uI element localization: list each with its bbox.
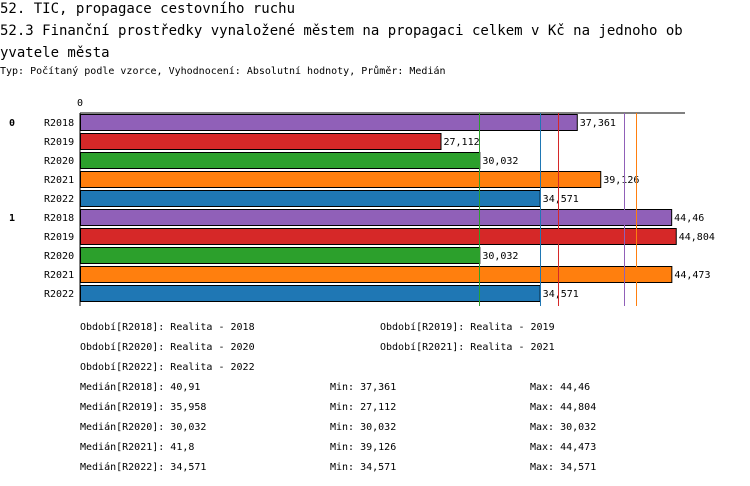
bar-g1-r2019 bbox=[80, 228, 677, 245]
bar-g0-r2022 bbox=[80, 190, 541, 207]
category-label-r2018: R2018 bbox=[44, 118, 74, 129]
value-label-g1-r2019: 44,804 bbox=[679, 232, 715, 243]
value-label-g1-r2021: 44,473 bbox=[674, 270, 710, 281]
chart-subtitle: Typ: Počítaný podle vzorce, Vyhodnocení:… bbox=[0, 66, 446, 77]
chart-title-line1: 52.3 Finanční prostředky vynaložené měst… bbox=[0, 23, 683, 39]
legend-period-r2019: Období[R2019]: Realita - 2019 bbox=[380, 322, 555, 333]
group-label-1: 1 bbox=[9, 213, 15, 224]
value-label-g0-r2021: 39,126 bbox=[603, 175, 639, 186]
legend-period-r2022: Období[R2022]: Realita - 2022 bbox=[80, 362, 255, 373]
page-title: 52. TIC, propagace cestovního ruchu bbox=[0, 1, 296, 17]
stat-max-r2019: Max: 44,804 bbox=[530, 402, 597, 413]
stat-median-r2018: Medián[R2018]: 40,91 bbox=[80, 382, 201, 393]
chart-title-line2: yvatele města bbox=[0, 45, 110, 61]
stat-max-r2022: Max: 34,571 bbox=[530, 462, 597, 473]
stat-median-r2020: Medián[R2020]: 30,032 bbox=[80, 422, 207, 433]
category-label-r2020: R2020 bbox=[44, 156, 74, 167]
stat-min-r2021: Min: 39,126 bbox=[330, 442, 397, 453]
category-label-r2020: R2020 bbox=[44, 251, 74, 262]
stat-max-r2018: Max: 44,46 bbox=[530, 382, 591, 393]
bar-g0-r2019 bbox=[80, 133, 442, 150]
value-label-g0-r2022: 34,571 bbox=[543, 194, 579, 205]
bar-g0-r2021 bbox=[80, 171, 602, 188]
bar-g0-r2020 bbox=[80, 152, 481, 169]
category-label-r2019: R2019 bbox=[44, 232, 74, 243]
value-label-g0-r2019: 27,112 bbox=[444, 137, 480, 148]
bar-g1-r2021 bbox=[80, 266, 673, 283]
bar-g1-r2020 bbox=[80, 247, 481, 264]
value-label-g1-r2018: 44,46 bbox=[674, 213, 704, 224]
bar-g1-r2018 bbox=[80, 209, 673, 226]
stat-median-r2019: Medián[R2019]: 35,958 bbox=[80, 402, 207, 413]
category-label-r2021: R2021 bbox=[44, 175, 74, 186]
group-label-0: 0 bbox=[9, 118, 15, 129]
category-label-r2021: R2021 bbox=[44, 270, 74, 281]
category-label-r2022: R2022 bbox=[44, 289, 74, 300]
value-label-g0-r2018: 37,361 bbox=[580, 118, 616, 129]
stat-max-r2020: Max: 30,032 bbox=[530, 422, 597, 433]
bar-g1-r2022 bbox=[80, 285, 541, 302]
stat-median-r2022: Medián[R2022]: 34,571 bbox=[80, 462, 207, 473]
x-axis-zero-label: 0 bbox=[77, 98, 83, 109]
category-label-r2022: R2022 bbox=[44, 194, 74, 205]
stat-min-r2022: Min: 34,571 bbox=[330, 462, 397, 473]
bar-g0-r2018 bbox=[80, 114, 578, 131]
stat-median-r2021: Medián[R2021]: 41,8 bbox=[80, 442, 195, 453]
legend-period-r2021: Období[R2021]: Realita - 2021 bbox=[380, 342, 555, 353]
stat-max-r2021: Max: 44,473 bbox=[530, 442, 597, 453]
legend-period-r2020: Období[R2020]: Realita - 2020 bbox=[80, 342, 255, 353]
stat-min-r2019: Min: 27,112 bbox=[330, 402, 397, 413]
value-label-g1-r2020: 30,032 bbox=[482, 251, 518, 262]
value-label-g1-r2022: 34,571 bbox=[543, 289, 579, 300]
category-label-r2019: R2019 bbox=[44, 137, 74, 148]
value-label-g0-r2020: 30,032 bbox=[482, 156, 518, 167]
category-label-r2018: R2018 bbox=[44, 213, 74, 224]
legend-period-r2018: Období[R2018]: Realita - 2018 bbox=[80, 322, 255, 333]
stat-min-r2020: Min: 30,032 bbox=[330, 422, 397, 433]
stat-min-r2018: Min: 37,361 bbox=[330, 382, 397, 393]
